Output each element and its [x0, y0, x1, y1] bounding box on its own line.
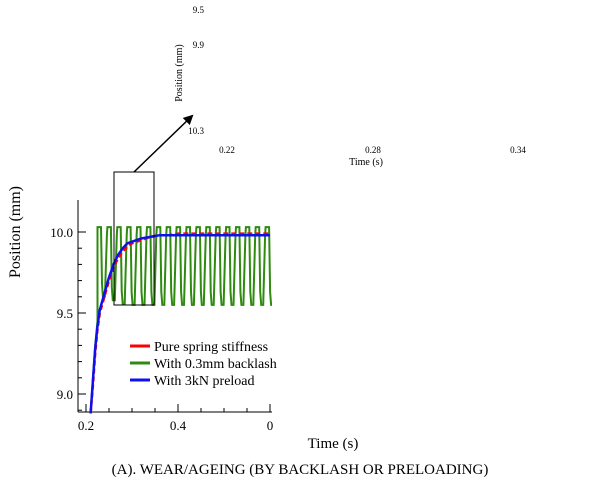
y-axis-label: Position (mm) — [7, 186, 24, 278]
inset-y-axis-label: Position (mm) — [174, 44, 185, 102]
x-tick-label: 0.4 — [170, 418, 187, 433]
inset-x-tick-label: 0.34 — [510, 145, 526, 155]
x-tick-label: 0.2 — [78, 418, 94, 433]
legend-label-pure-spring: Pure spring stiffness — [154, 340, 268, 355]
zoom-arrow — [133, 114, 194, 173]
axis-ticks: 9.0 9.5 10.0 0.2 0.4 0 — [50, 225, 273, 433]
series-line-preload — [89, 233, 270, 414]
inset-x-tick-label: 0.22 — [219, 145, 235, 155]
x-tick-label: 0 — [267, 418, 274, 433]
figure-caption: (A). WEAR/AGEING (BY BACKLASH OR PRELOAD… — [112, 462, 489, 478]
inset-x-tick-label: 0.28 — [365, 145, 381, 155]
series-group — [89, 226, 272, 414]
x-axis-label: Time (s) — [308, 436, 359, 452]
inset-x-axis-label: Time (s) — [349, 157, 383, 168]
series-line-backlash — [89, 226, 272, 414]
legend-label-preload: With 3kN preload — [154, 374, 255, 389]
inset-y-tick-label: 9.5 — [193, 5, 205, 15]
inset-y-tick-label: 10.3 — [188, 126, 204, 136]
y-tick-label: 9.0 — [57, 387, 73, 402]
legend: Pure spring stiffness With 0.3mm backlas… — [130, 340, 277, 389]
inset-tick-labels: 9.5 9.9 10.3 0.22 0.28 0.34 — [188, 5, 526, 155]
y-tick-label: 9.5 — [57, 306, 73, 321]
y-tick-label: 10.0 — [50, 225, 73, 240]
legend-label-backlash: With 0.3mm backlash — [154, 357, 277, 372]
inset-y-tick-label: 9.9 — [193, 40, 205, 50]
